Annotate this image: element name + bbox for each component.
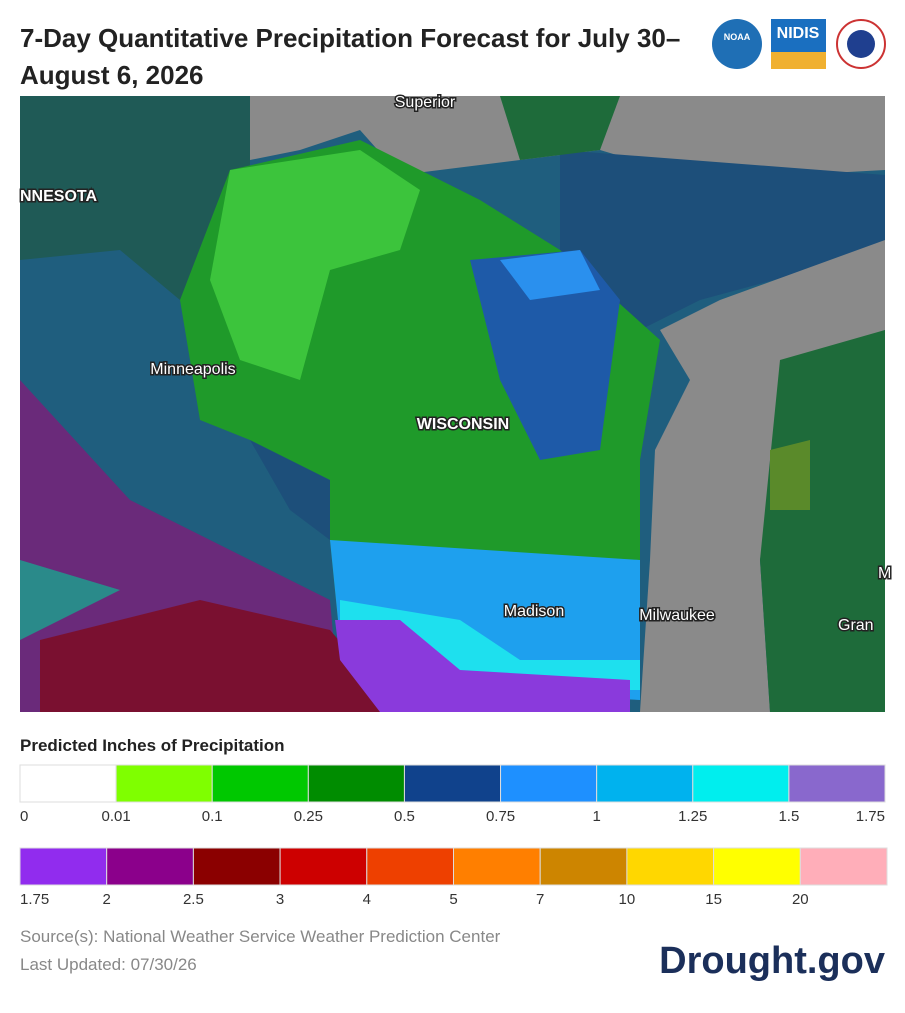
- legend-swatch: [692, 764, 790, 803]
- legend-swatch: [713, 847, 801, 886]
- legend-swatch: [307, 764, 405, 803]
- legend-swatch: [403, 764, 502, 803]
- legend-swatch: [366, 847, 454, 886]
- legend-swatch: [279, 847, 368, 886]
- logo-text: NIDIS: [777, 25, 820, 42]
- title: 7-Day Quantitative Precipitation Forecas…: [20, 23, 681, 90]
- legend-tick: 0.5: [394, 808, 415, 825]
- region: [20, 560, 120, 640]
- legend-tick: 1.75: [856, 808, 885, 825]
- region: [250, 440, 330, 540]
- lake-michigan: [640, 240, 885, 712]
- brand: Drought.gov: [659, 940, 885, 982]
- legend-tick: 0: [20, 808, 28, 825]
- legend-swatch: [192, 847, 281, 886]
- region: [760, 330, 885, 712]
- legend-swatch: [19, 847, 108, 886]
- map-label: NNESOTA: [20, 188, 97, 205]
- legend-swatch: [788, 764, 886, 803]
- map-label: Minneapolis: [150, 361, 235, 378]
- legend-tick: 0.75: [486, 808, 515, 825]
- nws-logo-inner: [847, 30, 875, 58]
- legend-swatch: [539, 847, 628, 886]
- legend-swatch: [626, 847, 715, 886]
- region: [20, 96, 250, 300]
- region: [500, 250, 600, 300]
- region: [500, 96, 620, 160]
- legend-title: Predicted Inches of Precipitation: [20, 736, 285, 755]
- noaa-logo: [712, 19, 762, 69]
- region: [560, 150, 885, 330]
- legend-tick: 2.5: [183, 891, 204, 908]
- legend-tick: 1.5: [778, 808, 799, 825]
- legend-swatch: [115, 764, 213, 803]
- legend-tick: 20: [792, 891, 809, 908]
- nidis-band: [771, 52, 826, 69]
- map-label: Gran: [838, 617, 874, 634]
- region: [335, 620, 630, 712]
- map-label: M: [878, 565, 891, 582]
- legend-swatch: [19, 764, 117, 803]
- legend-tick: 5: [449, 891, 457, 908]
- legend-tick: 3: [276, 891, 284, 908]
- legend-swatch: [799, 847, 888, 886]
- region: [470, 250, 620, 460]
- source: Source(s): National Weather Service Weat…: [20, 927, 501, 946]
- updated: Last Updated: 07/30/26: [20, 955, 197, 974]
- map-label: Superior: [395, 94, 456, 111]
- legend-tick: 2: [103, 891, 111, 908]
- map-label: WISCONSIN: [417, 416, 509, 433]
- legend-swatch: [500, 764, 598, 803]
- legend-tick: 1.25: [678, 808, 707, 825]
- legend-tick: 7: [536, 891, 544, 908]
- legend-tick: 1.75: [20, 891, 49, 908]
- legend-swatch: [106, 847, 194, 886]
- logo-text: NOAA: [724, 32, 751, 42]
- region: [210, 150, 420, 380]
- legend-tick: 10: [619, 891, 636, 908]
- legend-tick: 0.1: [202, 808, 223, 825]
- legend-tick: 0.01: [102, 808, 131, 825]
- map-label: Madison: [504, 603, 564, 620]
- region: [40, 600, 400, 712]
- legend-tick: 0.25: [294, 808, 323, 825]
- legend-tick: 1: [592, 808, 600, 825]
- legend-tick: 4: [363, 891, 371, 908]
- legend-swatch: [596, 764, 694, 803]
- map: [20, 96, 885, 712]
- region: [770, 440, 810, 510]
- legend-swatch: [453, 847, 541, 886]
- legend-swatch: [211, 764, 309, 803]
- legend-tick: 15: [705, 891, 722, 908]
- map-label: Milwaukee: [639, 607, 715, 624]
